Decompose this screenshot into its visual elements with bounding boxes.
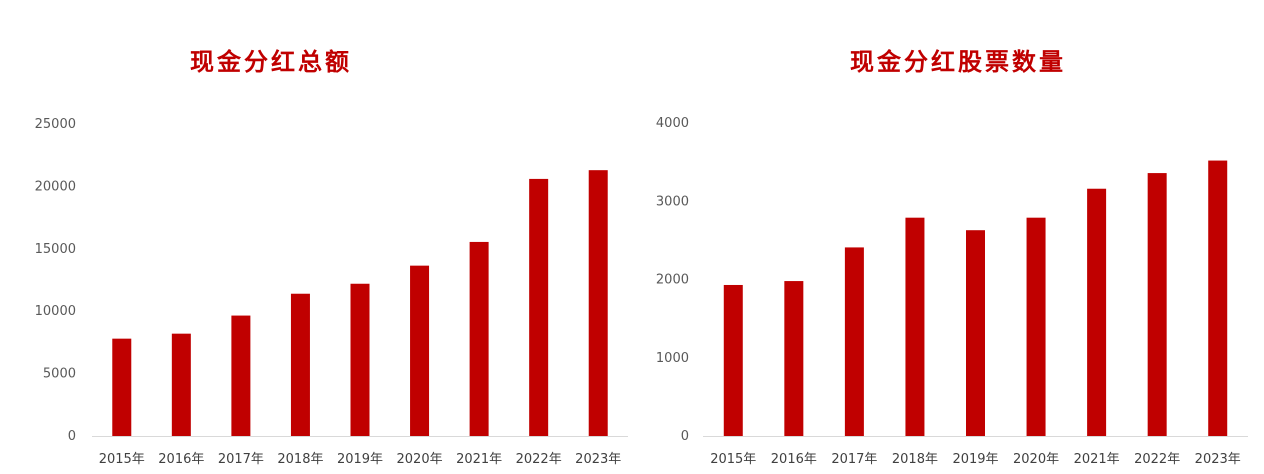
x-tick-label: 2016年 xyxy=(771,452,817,467)
x-tick-label: 2022年 xyxy=(1134,452,1180,467)
x-tick-label: 2016年 xyxy=(158,452,204,467)
bar xyxy=(1147,173,1167,436)
x-tick-label: 2021年 xyxy=(456,452,502,467)
bar xyxy=(784,281,804,436)
x-tick-label: 2021年 xyxy=(1074,452,1120,467)
bar xyxy=(410,265,430,436)
x-tick-label: 2020年 xyxy=(397,452,443,467)
x-tick-label: 2023年 xyxy=(1195,452,1241,467)
dividend-stock-count-chart: 现金分红股票数量 0 1000 2000 3000 4000 2015年 2016年 2017… xyxy=(632,0,1264,474)
x-tick-label: 2022年 xyxy=(516,452,562,467)
bar xyxy=(588,170,608,436)
y-tick-label: 10000 xyxy=(35,304,76,319)
bar xyxy=(723,284,743,436)
x-tick-label: 2017年 xyxy=(831,452,877,467)
dividend-total-plot: 0 5000 10000 15000 20000 25000 2015年 2016年 2017年… xyxy=(35,117,628,467)
x-tick-label: 2019年 xyxy=(952,452,998,467)
bar xyxy=(844,247,864,436)
x-tick-label: 2018年 xyxy=(892,452,938,467)
bar xyxy=(1026,217,1046,436)
bar xyxy=(112,338,132,436)
bar xyxy=(529,178,549,437)
y-tick-label: 3000 xyxy=(656,194,689,209)
y-tick-label: 25000 xyxy=(35,117,76,132)
dividend-stock-count-plot: 0 1000 2000 3000 4000 2015年 2016年 2017年 2018年 201… xyxy=(656,116,1248,467)
x-tick-label: 2017年 xyxy=(218,452,264,467)
bar xyxy=(966,230,985,436)
bar xyxy=(290,293,310,436)
x-tick-label: 2015年 xyxy=(99,452,145,467)
y-tick-label: 1000 xyxy=(656,351,689,366)
bar xyxy=(171,333,191,436)
x-tick-label: 2023年 xyxy=(575,452,621,467)
bar xyxy=(231,315,251,436)
bar xyxy=(905,217,925,436)
bar xyxy=(1087,188,1107,436)
y-tick-label: 5000 xyxy=(43,367,76,382)
bar xyxy=(1208,160,1228,436)
x-tick-label: 2015年 xyxy=(710,452,756,467)
y-tick-label: 0 xyxy=(681,429,689,444)
x-tick-label: 2020年 xyxy=(1013,452,1059,467)
y-tick-label: 15000 xyxy=(35,242,76,257)
x-tick-label: 2019年 xyxy=(337,452,383,467)
y-tick-label: 0 xyxy=(68,429,76,444)
bar xyxy=(350,283,370,436)
dividend-total-chart: 现金分红总额 0 5000 10000 15000 20000 25000 2015年 201… xyxy=(35,47,628,467)
x-tick-label: 2018年 xyxy=(277,452,323,467)
y-tick-label: 4000 xyxy=(656,116,689,131)
bar xyxy=(469,241,489,436)
y-tick-label: 2000 xyxy=(656,273,689,288)
chart-title: 现金分红总额 xyxy=(190,47,352,76)
y-tick-label: 20000 xyxy=(35,179,76,194)
chart-title: 现金分红股票数量 xyxy=(850,47,1066,76)
